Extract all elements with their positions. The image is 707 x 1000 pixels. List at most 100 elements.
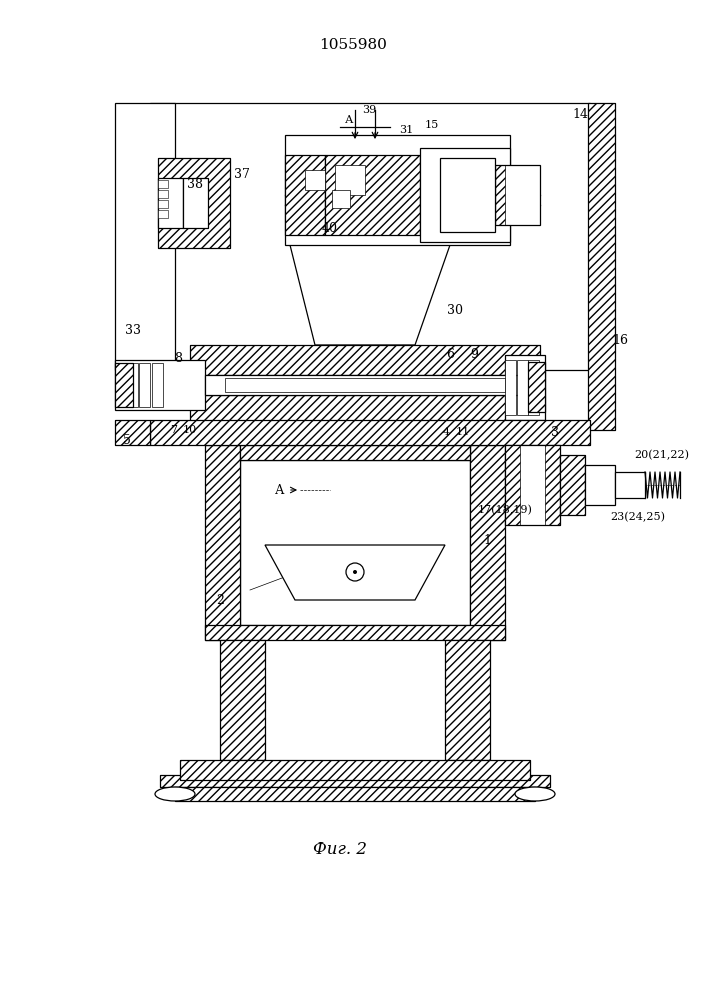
Bar — [115, 363, 126, 407]
Bar — [332, 190, 350, 208]
Text: 6: 6 — [446, 349, 454, 361]
Bar — [560, 455, 585, 515]
Bar — [285, 155, 325, 235]
Bar — [150, 420, 590, 445]
Bar — [158, 190, 168, 198]
Bar — [150, 103, 590, 370]
Text: А: А — [345, 115, 354, 125]
Text: 9: 9 — [470, 349, 478, 361]
Text: 2: 2 — [216, 593, 224, 606]
Text: Фиг. 2: Фиг. 2 — [313, 842, 367, 858]
Bar — [517, 360, 528, 415]
Text: 15: 15 — [425, 120, 439, 130]
Bar — [335, 165, 365, 195]
Bar — [325, 155, 420, 235]
Bar — [115, 420, 150, 445]
Text: 1: 1 — [483, 534, 491, 546]
Bar — [158, 200, 168, 208]
Bar — [420, 148, 510, 242]
Text: 33: 33 — [125, 324, 141, 336]
Bar — [160, 775, 550, 787]
Text: 1055980: 1055980 — [319, 38, 387, 52]
Text: 23(24,25): 23(24,25) — [611, 512, 665, 522]
Bar — [115, 360, 205, 410]
Text: А: А — [275, 484, 285, 496]
Bar — [205, 445, 240, 640]
Bar — [505, 355, 545, 420]
Bar — [240, 460, 470, 625]
Text: 4: 4 — [443, 427, 450, 437]
Bar — [115, 420, 150, 445]
Bar — [528, 362, 545, 412]
Bar — [190, 345, 540, 375]
Text: 20(21,22): 20(21,22) — [634, 450, 689, 460]
Bar — [305, 170, 325, 190]
Bar — [585, 465, 615, 505]
Bar — [158, 210, 168, 218]
Text: 14: 14 — [572, 108, 588, 121]
Bar — [150, 420, 590, 445]
Bar — [470, 445, 505, 640]
Bar — [175, 787, 535, 801]
Text: 5: 5 — [123, 434, 131, 446]
Text: 10: 10 — [183, 425, 197, 435]
Bar — [205, 625, 505, 640]
Bar — [470, 445, 505, 640]
Text: 7: 7 — [170, 425, 177, 435]
Text: 40: 40 — [322, 222, 338, 234]
Bar — [205, 625, 505, 640]
Bar — [127, 363, 138, 407]
Bar — [560, 455, 585, 515]
Bar — [528, 360, 539, 415]
Bar — [175, 787, 535, 801]
Bar — [240, 445, 470, 460]
Circle shape — [353, 570, 357, 574]
Bar — [158, 158, 230, 248]
Text: 37: 37 — [234, 168, 250, 182]
Bar — [240, 445, 470, 460]
Polygon shape — [290, 245, 450, 345]
Bar — [505, 445, 560, 525]
Bar — [180, 760, 530, 780]
Ellipse shape — [515, 787, 555, 801]
Text: 30: 30 — [447, 304, 463, 316]
Bar — [190, 345, 540, 375]
Bar — [440, 158, 495, 232]
Bar — [139, 363, 150, 407]
Bar — [545, 445, 560, 525]
Text: 3: 3 — [551, 426, 559, 440]
Ellipse shape — [155, 787, 195, 801]
Bar — [152, 363, 163, 407]
Bar — [115, 363, 133, 407]
Bar — [588, 103, 615, 430]
Bar — [285, 135, 510, 245]
Bar — [225, 378, 505, 392]
Bar — [160, 775, 550, 787]
Text: 11: 11 — [456, 427, 470, 437]
Bar — [205, 445, 240, 640]
Bar — [495, 165, 505, 225]
Bar — [445, 640, 490, 760]
Bar — [158, 180, 168, 188]
Text: 38: 38 — [187, 178, 203, 192]
Bar — [115, 363, 133, 407]
Bar — [505, 360, 516, 415]
Bar — [528, 362, 545, 412]
Bar — [205, 375, 525, 395]
Text: 39: 39 — [362, 105, 376, 115]
Bar — [220, 640, 265, 760]
Bar — [588, 103, 615, 430]
Bar — [158, 178, 183, 228]
Bar — [325, 155, 420, 235]
Bar — [158, 158, 230, 248]
Bar — [495, 165, 540, 225]
Bar — [183, 178, 208, 228]
Text: 31: 31 — [399, 125, 413, 135]
Polygon shape — [115, 103, 175, 370]
Text: 16: 16 — [612, 334, 628, 347]
Bar — [505, 445, 520, 525]
Text: 17(18,19): 17(18,19) — [477, 505, 532, 515]
Text: 8: 8 — [174, 352, 182, 364]
Bar — [285, 155, 325, 235]
Polygon shape — [265, 545, 445, 600]
